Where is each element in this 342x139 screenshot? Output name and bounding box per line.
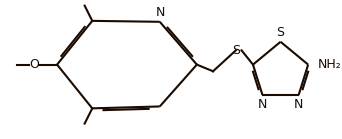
Text: O: O — [29, 58, 39, 71]
Text: S: S — [277, 26, 285, 39]
Text: N: N — [258, 98, 267, 111]
Text: N: N — [294, 98, 303, 111]
Text: S: S — [232, 44, 240, 57]
Text: NH₂: NH₂ — [318, 58, 341, 71]
Text: N: N — [156, 6, 166, 19]
